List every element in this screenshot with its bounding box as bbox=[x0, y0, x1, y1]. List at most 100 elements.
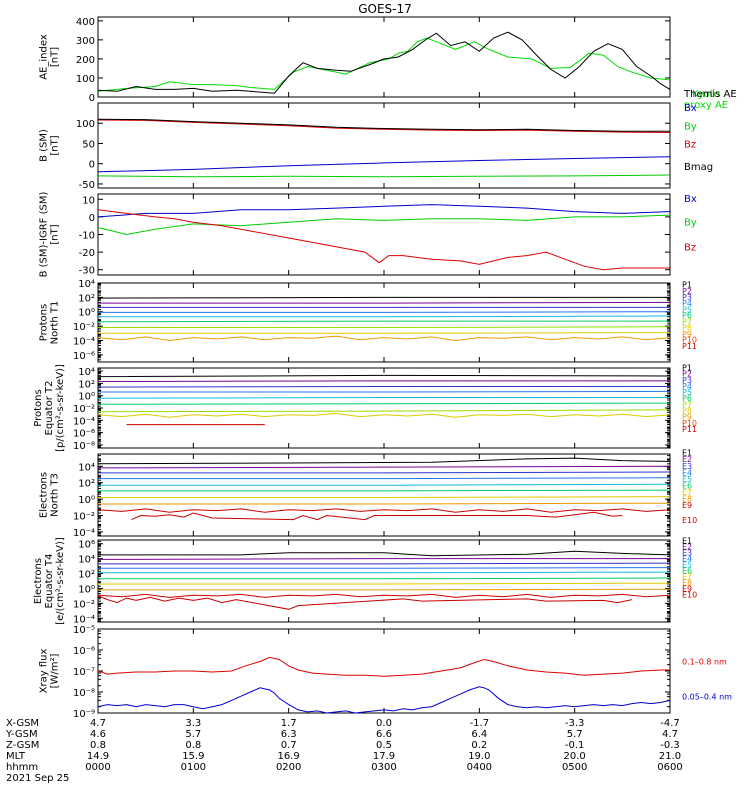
series-e_t4-0: E1 bbox=[98, 537, 692, 557]
series-line bbox=[98, 577, 671, 580]
y-tick-label: 10⁰ bbox=[78, 392, 95, 403]
x-row-label: Z-GSM bbox=[6, 740, 39, 751]
x-axis-table: X-GSM 4.7 3.3 1.7 0.0 -1.7 -3.3 -4.7 Y-GSM 4.6 5.7… bbox=[5, 718, 683, 784]
legend-label: P11 bbox=[682, 342, 697, 351]
series-line bbox=[97, 558, 670, 560]
series-line bbox=[97, 402, 671, 405]
x-row-value: 0000 bbox=[85, 762, 110, 773]
x-row-value: 16.9 bbox=[278, 751, 300, 762]
x-row-value: 0500 bbox=[562, 762, 587, 773]
y-tick-label: 200 bbox=[76, 55, 95, 66]
y-axis-label: B (SM) bbox=[39, 129, 50, 162]
panel-e_t3: 10⁻⁴ 10⁻² 10⁰ 10² 10⁴ Electrons North T3 E1E2E3… bbox=[39, 449, 698, 539]
series-bsm-3: Bmag bbox=[97, 118, 713, 173]
x-row-value: 0.7 bbox=[281, 740, 297, 751]
legend-label: Bz bbox=[684, 140, 696, 151]
legend-label: E9 bbox=[682, 501, 692, 510]
series-line bbox=[97, 320, 670, 323]
x-row-value: 0400 bbox=[467, 762, 492, 773]
x-row-value: -0.1 bbox=[565, 740, 585, 751]
series-p_t1-4: P5 bbox=[98, 305, 692, 318]
legend-label: proxy AE bbox=[684, 100, 728, 111]
series-e_t4-1: E2 bbox=[97, 543, 692, 560]
legend-label: P9 bbox=[682, 413, 692, 422]
x-row-value: 4.6 bbox=[90, 729, 106, 740]
y-axis-label: Electrons bbox=[33, 558, 44, 604]
series-e_t3-0: E1 bbox=[97, 449, 692, 465]
y-tick-label: -20 bbox=[79, 248, 95, 259]
x-row-value: 21.0 bbox=[659, 751, 681, 762]
series-e_t4-5: E6 bbox=[98, 567, 692, 580]
y-tick-label: 10⁻⁷ bbox=[73, 667, 95, 678]
series-p_t2-1: P2 bbox=[97, 370, 692, 382]
legend-label: 0.1–0.8 nm bbox=[682, 658, 727, 667]
legend-label: E6 bbox=[682, 481, 692, 490]
y-tick-label: -50 bbox=[79, 180, 95, 191]
y-tick-label: 10⁰ bbox=[78, 495, 95, 506]
legend-label: P1 bbox=[682, 363, 692, 372]
series-line bbox=[98, 588, 671, 591]
y-axis-label: AE_index bbox=[39, 34, 50, 80]
y-tick-label: 300 bbox=[76, 36, 95, 47]
x-row-value: 20.0 bbox=[564, 751, 586, 762]
legend-label: P7 bbox=[682, 318, 692, 327]
y-tick-label: 10² bbox=[78, 570, 95, 581]
y-tick-label: 10⁰ bbox=[78, 584, 95, 595]
y-tick-label: 10⁻⁶ bbox=[73, 646, 95, 657]
legend-label: E4 bbox=[682, 468, 692, 477]
legend-label: P11 bbox=[682, 425, 697, 434]
panel-e_t4: 10⁻⁴ 10⁻² 10⁰ 10² 10⁴ 10⁶ Electrons Equator T4[… bbox=[33, 537, 697, 626]
y-tick-label: 10⁻² bbox=[73, 322, 95, 333]
x-row-value: 6.4 bbox=[471, 729, 487, 740]
y-axis-label: Protons bbox=[39, 304, 50, 341]
series-line bbox=[97, 409, 671, 413]
y-tick-label: -10 bbox=[79, 231, 95, 242]
series-p_t1-3: P4 bbox=[98, 299, 692, 313]
series-bigrf-2: Bz bbox=[97, 209, 696, 271]
series-xray-1: 0.05–0.4 nm bbox=[97, 686, 732, 714]
legend-label: E8 bbox=[682, 578, 692, 587]
series-p_t1-2: P3 bbox=[98, 293, 692, 308]
panel-p_t1: 10⁻⁶ 10⁻⁴ 10⁻² 10⁰ 10² 10⁴ Protons North T1 P1P2… bbox=[39, 279, 697, 363]
x-row-value: -4.7 bbox=[660, 718, 680, 729]
series-line bbox=[97, 118, 670, 132]
series-line bbox=[97, 397, 670, 399]
x-row-value: 0100 bbox=[181, 762, 206, 773]
y-tick-label: 100 bbox=[76, 74, 95, 85]
y-tick-label: 400 bbox=[76, 17, 95, 28]
series-line bbox=[98, 483, 671, 486]
x-row-value: 5.7 bbox=[185, 729, 201, 740]
series-line bbox=[97, 656, 670, 677]
x-row-label: MLT bbox=[6, 751, 26, 762]
legend-label: P6 bbox=[682, 394, 692, 403]
series-line bbox=[98, 582, 671, 585]
x-row-value: 6.6 bbox=[376, 729, 392, 740]
legend-label: P5 bbox=[682, 305, 692, 314]
legend-label: P4 bbox=[682, 382, 692, 391]
y-tick-label: 10⁻² bbox=[73, 512, 95, 523]
legend-label: P2 bbox=[682, 370, 692, 379]
series-line bbox=[97, 508, 671, 513]
legend-label: P10 bbox=[682, 419, 697, 428]
legend-label: Bz bbox=[684, 242, 696, 253]
x-row-value: 0.5 bbox=[376, 740, 392, 751]
series-line bbox=[97, 386, 670, 388]
series-bsm-0: Bx bbox=[97, 103, 697, 173]
y-tick-label: 10 bbox=[82, 195, 95, 206]
legend-label: E7 bbox=[682, 488, 692, 497]
y-tick-label: 10⁻⁸ bbox=[73, 688, 95, 699]
y-axis-label: Equator T2 bbox=[44, 381, 55, 436]
series-line bbox=[98, 471, 671, 474]
y-axis-label: B (SM)-IGRF (SM) bbox=[39, 192, 50, 278]
series-e_t3-3: E4 bbox=[98, 468, 692, 480]
series-p_t1-8: P9 bbox=[97, 330, 692, 342]
series-p_t1-9: P10 bbox=[682, 336, 697, 345]
y-tick-label: 10² bbox=[78, 379, 95, 390]
panel-frame bbox=[97, 102, 671, 189]
series-xray-0: 0.1–0.8 nm bbox=[97, 656, 727, 677]
y-axis-label: Protons bbox=[33, 389, 44, 426]
series-line bbox=[98, 571, 671, 574]
